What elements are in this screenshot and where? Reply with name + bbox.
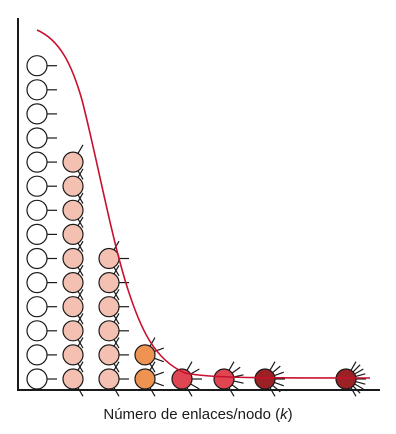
node-k2 bbox=[62, 337, 84, 373]
node-k2 bbox=[62, 192, 84, 228]
node-k2 bbox=[62, 289, 84, 325]
x-axis-label: Número de enlaces/nodo (k) bbox=[0, 406, 396, 423]
node-k1 bbox=[26, 320, 57, 342]
node-k1 bbox=[26, 223, 57, 245]
node-k3 bbox=[98, 313, 129, 349]
node-k3 bbox=[98, 289, 129, 325]
node-k1 bbox=[26, 151, 57, 173]
decay-curve bbox=[36, 29, 371, 379]
node-k1 bbox=[26, 199, 57, 221]
node-k2 bbox=[62, 216, 84, 253]
node-k3 bbox=[98, 337, 129, 373]
node-k1 bbox=[26, 368, 57, 390]
x-axis-label-prefix: Número de enlaces/nodo ( bbox=[103, 406, 281, 423]
node-k3 bbox=[98, 361, 129, 397]
axes bbox=[17, 18, 380, 391]
node-k2 bbox=[62, 313, 84, 349]
node-k4 bbox=[134, 361, 164, 397]
x-axis-label-variable: k bbox=[280, 406, 288, 423]
node-k1 bbox=[26, 247, 57, 270]
node-k3 bbox=[98, 240, 129, 277]
node-k1 bbox=[26, 103, 57, 125]
node-k2 bbox=[62, 240, 84, 277]
node-k2 bbox=[62, 264, 84, 301]
node-k6 bbox=[213, 361, 244, 397]
node-k1 bbox=[26, 296, 57, 318]
node-k3 bbox=[98, 264, 129, 301]
node-k2 bbox=[62, 168, 84, 204]
node-k1 bbox=[26, 127, 57, 149]
x-axis-label-suffix: ) bbox=[287, 406, 293, 423]
node-k1 bbox=[26, 55, 57, 77]
node-k9 bbox=[335, 361, 366, 397]
node-k1 bbox=[26, 79, 57, 101]
node-k1 bbox=[26, 344, 57, 366]
node-k7 bbox=[254, 361, 285, 397]
node-k1 bbox=[26, 272, 57, 294]
node-k2 bbox=[62, 144, 84, 180]
nodes-layer bbox=[26, 55, 366, 397]
node-k5 bbox=[171, 361, 202, 397]
node-k1 bbox=[26, 175, 57, 197]
